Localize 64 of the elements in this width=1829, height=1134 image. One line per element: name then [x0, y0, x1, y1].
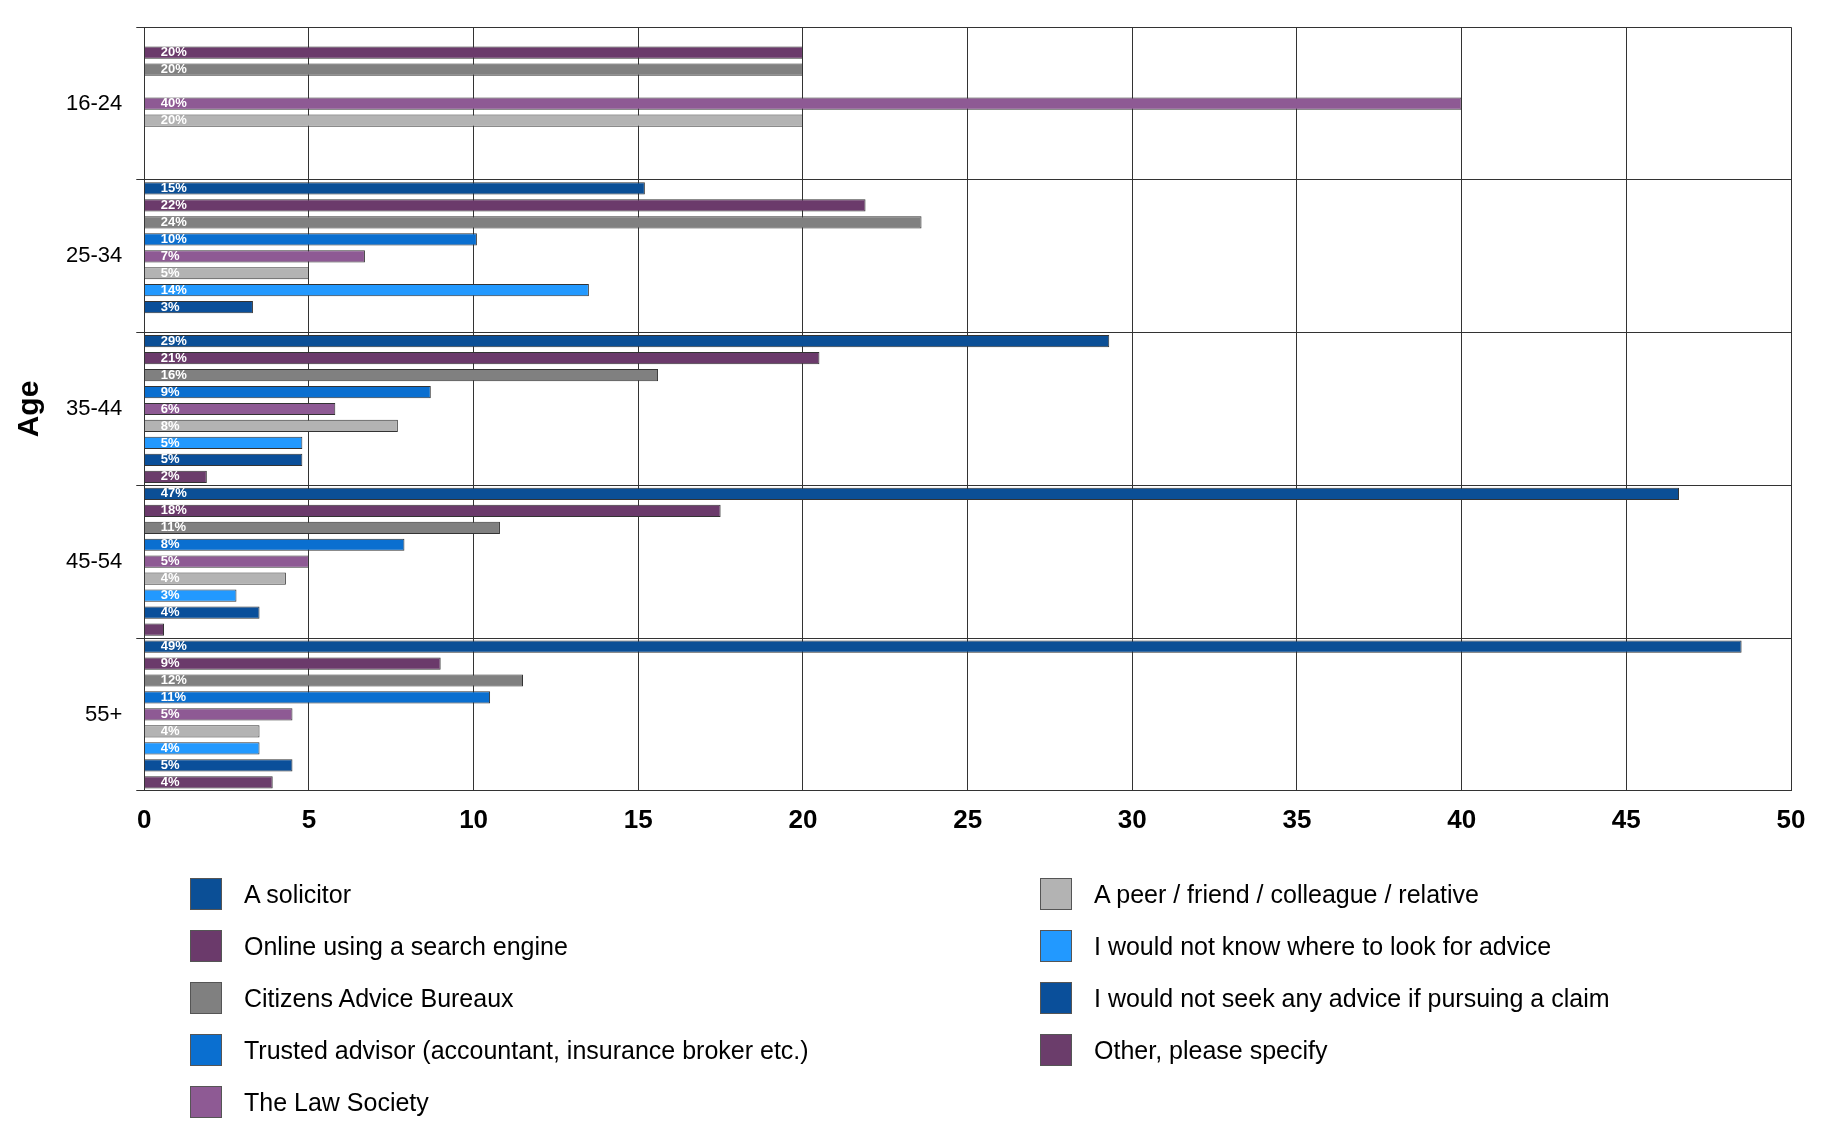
y-tick-label: 45-54	[65, 547, 123, 573]
y-tick-label: 25-34	[65, 242, 123, 268]
data-label: 4%	[160, 722, 180, 738]
data-label: 4%	[160, 570, 180, 586]
y-tick-label: 35-44	[65, 395, 123, 421]
y-axis-title: Age	[11, 380, 45, 438]
data-label: 9%	[160, 383, 180, 399]
data-label: 47%	[160, 485, 188, 501]
data-label: 5%	[160, 756, 180, 772]
data-label: 21%	[160, 349, 188, 365]
data-label: 5%	[160, 451, 180, 467]
legend-label: A peer / friend / colleague / relative	[1094, 879, 1479, 909]
data-label: 4%	[160, 604, 180, 620]
data-label: 22%	[160, 196, 188, 212]
x-tick-label: 40	[1447, 803, 1477, 834]
data-label: 9%	[160, 655, 180, 671]
data-label: 49%	[160, 638, 188, 654]
data-label: 24%	[160, 213, 188, 229]
data-label: 5%	[160, 434, 180, 450]
legend-label: Citizens Advice Bureaux	[244, 983, 514, 1013]
legend-label: Online using a search engine	[244, 931, 568, 961]
x-tick-label: 25	[953, 803, 983, 834]
x-tick-label: 50	[1776, 803, 1806, 834]
data-label: 40%	[160, 95, 188, 111]
y-tick-label: 55+	[84, 700, 123, 726]
data-label: 4%	[160, 739, 180, 755]
data-label: 4%	[160, 773, 180, 789]
x-tick-label: 30	[1117, 803, 1147, 834]
data-label: 10%	[160, 230, 188, 246]
data-label: 12%	[160, 672, 188, 688]
data-label: 3%	[160, 298, 180, 314]
data-label: 14%	[160, 281, 188, 297]
data-label: 20%	[160, 61, 188, 77]
data-label: 11%	[160, 689, 187, 705]
data-label: 15%	[160, 179, 188, 195]
x-tick-label: 5	[301, 803, 317, 834]
x-tick-label: 10	[459, 803, 489, 834]
legend-label: Other, please specify	[1094, 1035, 1328, 1065]
x-tick-label: 45	[1611, 803, 1641, 834]
data-label: 3%	[160, 587, 180, 603]
x-tick-label: 0	[137, 803, 152, 834]
legend-label: I would not seek any advice if pursuing a claim	[1094, 983, 1610, 1013]
data-label: 5%	[160, 553, 180, 569]
x-tick-label: 20	[788, 803, 818, 834]
data-label: 20%	[160, 112, 188, 128]
x-tick-label: 15	[623, 803, 653, 834]
data-label: 11%	[160, 519, 187, 535]
legend-label: Trusted advisor (accountant, insurance broker etc.)	[244, 1035, 809, 1065]
legend-label: A solicitor	[244, 879, 351, 909]
data-label: 2%	[160, 468, 180, 484]
legend-label: I would not know where to look for advice	[1094, 931, 1552, 961]
data-label: 18%	[160, 502, 188, 518]
data-label: 5%	[160, 264, 180, 280]
y-tick-label: 16-24	[65, 89, 123, 115]
legend-label: The Law Society	[244, 1087, 429, 1117]
data-label: 5%	[160, 706, 180, 722]
data-label: 6%	[160, 400, 180, 416]
data-label: 29%	[160, 332, 188, 348]
data-label: 7%	[160, 247, 180, 263]
data-label: 8%	[160, 536, 180, 552]
data-label: 8%	[160, 417, 180, 433]
data-label: 20%	[160, 44, 188, 60]
x-tick-label: 35	[1282, 803, 1312, 834]
data-label: 16%	[160, 366, 188, 382]
